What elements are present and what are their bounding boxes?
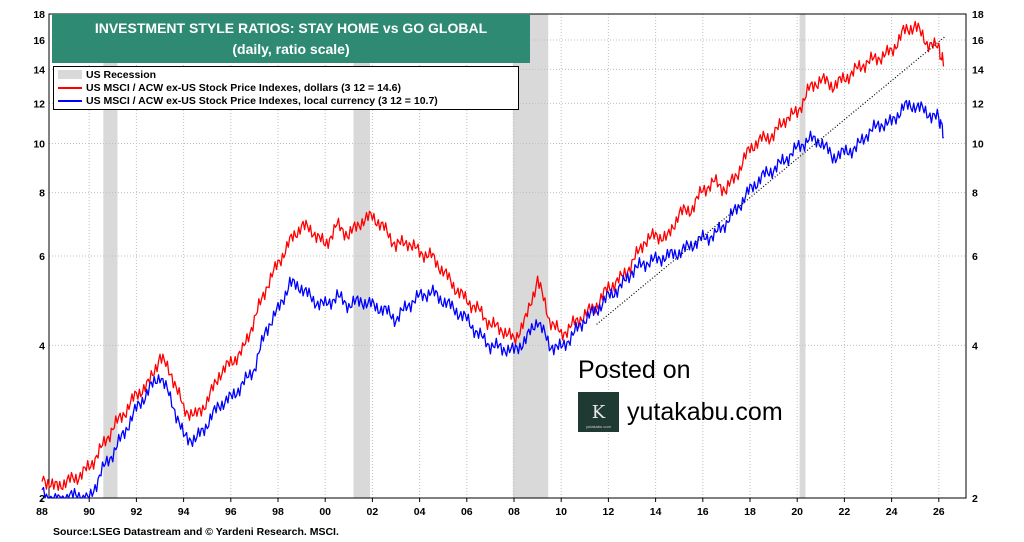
y-tick-label-right: 6 [972, 251, 978, 263]
x-tick-label: 98 [272, 506, 284, 518]
x-tick-label: 92 [131, 506, 143, 518]
x-tick-label: 26 [933, 506, 945, 518]
legend-label-recession: US Recession [86, 68, 157, 81]
legend-item-dollars: US MSCI / ACW ex-US Stock Price Indexes,… [58, 81, 401, 94]
chart-subtitle: (daily, ratio scale) [232, 41, 350, 57]
logo-glyph: K [591, 401, 606, 423]
recession-band [103, 14, 118, 498]
legend-label-dollars: US MSCI / ACW ex-US Stock Price Indexes,… [86, 81, 402, 94]
y-tick-label-right: 4 [972, 340, 978, 352]
y-tick-label-right: 2 [972, 493, 978, 505]
x-tick-label: 00 [319, 506, 331, 518]
y-tick-label-right: 14 [972, 64, 984, 76]
watermark-site-row: K yutakabu.com yutakabu.com [578, 392, 783, 432]
series-lines [41, 20, 947, 499]
watermark: Posted on K yutakabu.com yutakabu.com [578, 354, 783, 432]
x-tick-label: 88 [36, 506, 48, 518]
y-tick-label-left: 8 [39, 188, 45, 200]
y-tick-label-left: 4 [39, 340, 45, 352]
y-tick-label-left: 12 [33, 98, 45, 110]
legend-swatch-dollars [58, 86, 82, 89]
y-tick-label-right: 16 [972, 35, 984, 47]
y-tick-label-left: 14 [33, 64, 45, 76]
chart-title-box: INVESTMENT STYLE RATIOS: STAY HOME vs GO… [52, 14, 530, 63]
x-tick-label: 02 [367, 506, 379, 518]
legend-swatch-recession [58, 70, 82, 79]
y-tick-label-right: 8 [972, 188, 978, 200]
x-tick-label: 14 [650, 506, 662, 518]
x-tick-label: 20 [791, 506, 803, 518]
legend: US Recession US MSCI / ACW ex-US Stock P… [53, 66, 519, 110]
y-tick-label-right: 18 [972, 9, 984, 21]
x-tick-label: 04 [414, 506, 426, 518]
axis-ticks: 2244668810101212141416161818889092949698… [33, 9, 984, 518]
legend-item-local: US MSCI / ACW ex-US Stock Price Indexes,… [58, 94, 438, 107]
y-tick-label-left: 6 [39, 251, 45, 263]
x-tick-label: 24 [886, 506, 898, 518]
x-tick-label: 96 [225, 506, 237, 518]
series-line-local-currency [41, 99, 945, 499]
trendline [596, 35, 947, 325]
x-tick-label: 16 [697, 506, 709, 518]
legend-swatch-local [58, 99, 82, 102]
legend-label-local: US MSCI / ACW ex-US Stock Price Indexes,… [86, 94, 438, 107]
chart-title: INVESTMENT STYLE RATIOS: STAY HOME vs GO… [94, 20, 488, 36]
yk-logo-icon: K yutakabu.com [578, 392, 619, 432]
legend-item-recession: US Recession [58, 68, 156, 81]
x-tick-label: 08 [508, 506, 520, 518]
y-tick-label-left: 10 [33, 138, 45, 150]
watermark-posted-label: Posted on [578, 356, 691, 384]
x-tick-label: 12 [603, 506, 615, 518]
source-note: Source:LSEG Datastream and © Yardeni Res… [53, 526, 339, 538]
logo-subtext: yutakabu.com [586, 424, 611, 429]
y-tick-label-right: 10 [972, 138, 984, 150]
y-tick-label-left: 18 [33, 9, 45, 21]
x-tick-label: 10 [555, 506, 567, 518]
x-tick-label: 06 [461, 506, 473, 518]
x-tick-label: 18 [744, 506, 756, 518]
series-line-dollars [41, 20, 945, 492]
x-tick-label: 94 [178, 506, 190, 518]
x-tick-label: 90 [83, 506, 95, 518]
y-tick-label-right: 12 [972, 98, 984, 110]
x-tick-label: 22 [839, 506, 851, 518]
watermark-site: yutakabu.com [627, 397, 783, 426]
y-tick-label-left: 16 [33, 35, 45, 47]
